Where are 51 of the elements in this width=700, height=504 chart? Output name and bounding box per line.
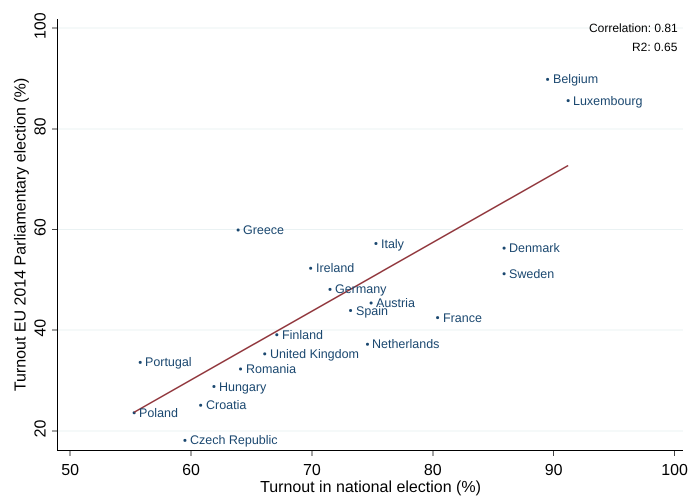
- annotation: Greece: [243, 223, 284, 237]
- point: [349, 309, 352, 312]
- x-tick-label: 80: [424, 462, 442, 480]
- annotation: Romania: [246, 362, 296, 376]
- x-tick-label: 100: [661, 462, 688, 480]
- annotation: Ireland: [316, 261, 354, 275]
- point: [236, 228, 240, 232]
- annotation: Croatia: [206, 398, 246, 412]
- point: [239, 367, 242, 370]
- annotation: Hungary: [219, 380, 267, 394]
- point: [328, 288, 332, 291]
- point: [566, 99, 570, 102]
- y-tick-label: 100: [32, 12, 50, 40]
- point: [546, 78, 550, 81]
- x-tick-label: 60: [182, 462, 200, 480]
- x-tick-label: 70: [302, 462, 321, 480]
- annotation: Poland: [139, 406, 178, 420]
- annotation: Czech Republic: [190, 433, 278, 447]
- y-tick-label: 80: [32, 117, 50, 136]
- point: [436, 316, 440, 320]
- x-axis-title: Turnout in national election (%): [260, 479, 481, 496]
- annotation: Luxembourg: [573, 94, 643, 108]
- point: [370, 301, 373, 304]
- annotation: R2: 0.65: [632, 40, 678, 54]
- point: [502, 246, 506, 250]
- annotation: United Kingdom: [270, 347, 359, 361]
- annotation: Correlation: 0.81: [589, 21, 678, 35]
- point: [309, 266, 312, 270]
- annotation: Denmark: [509, 241, 560, 255]
- x-tick-label: 50: [61, 462, 80, 480]
- point: [502, 272, 506, 276]
- point: [183, 438, 186, 442]
- point: [212, 385, 216, 388]
- annotation: France: [443, 311, 482, 325]
- annotation: Portugal: [145, 355, 192, 369]
- annotation: Belgium: [553, 72, 598, 86]
- y-axis-title: Turnout EU 2014 Parliamentary election (%): [12, 78, 30, 392]
- point: [366, 342, 369, 346]
- point: [263, 352, 266, 356]
- y-tick-label: 40: [32, 318, 50, 337]
- y-tick-label: 60: [32, 218, 50, 236]
- point: [374, 242, 378, 246]
- annotation: Italy: [381, 237, 405, 251]
- annotation: Sweden: [509, 267, 554, 281]
- point: [275, 333, 278, 336]
- annotation: Finland: [282, 328, 324, 342]
- y-tick-label: 20: [32, 419, 50, 438]
- x-tick-label: 90: [544, 462, 563, 480]
- annotation: Netherlands: [372, 337, 440, 351]
- point: [199, 404, 202, 407]
- point: [138, 360, 142, 364]
